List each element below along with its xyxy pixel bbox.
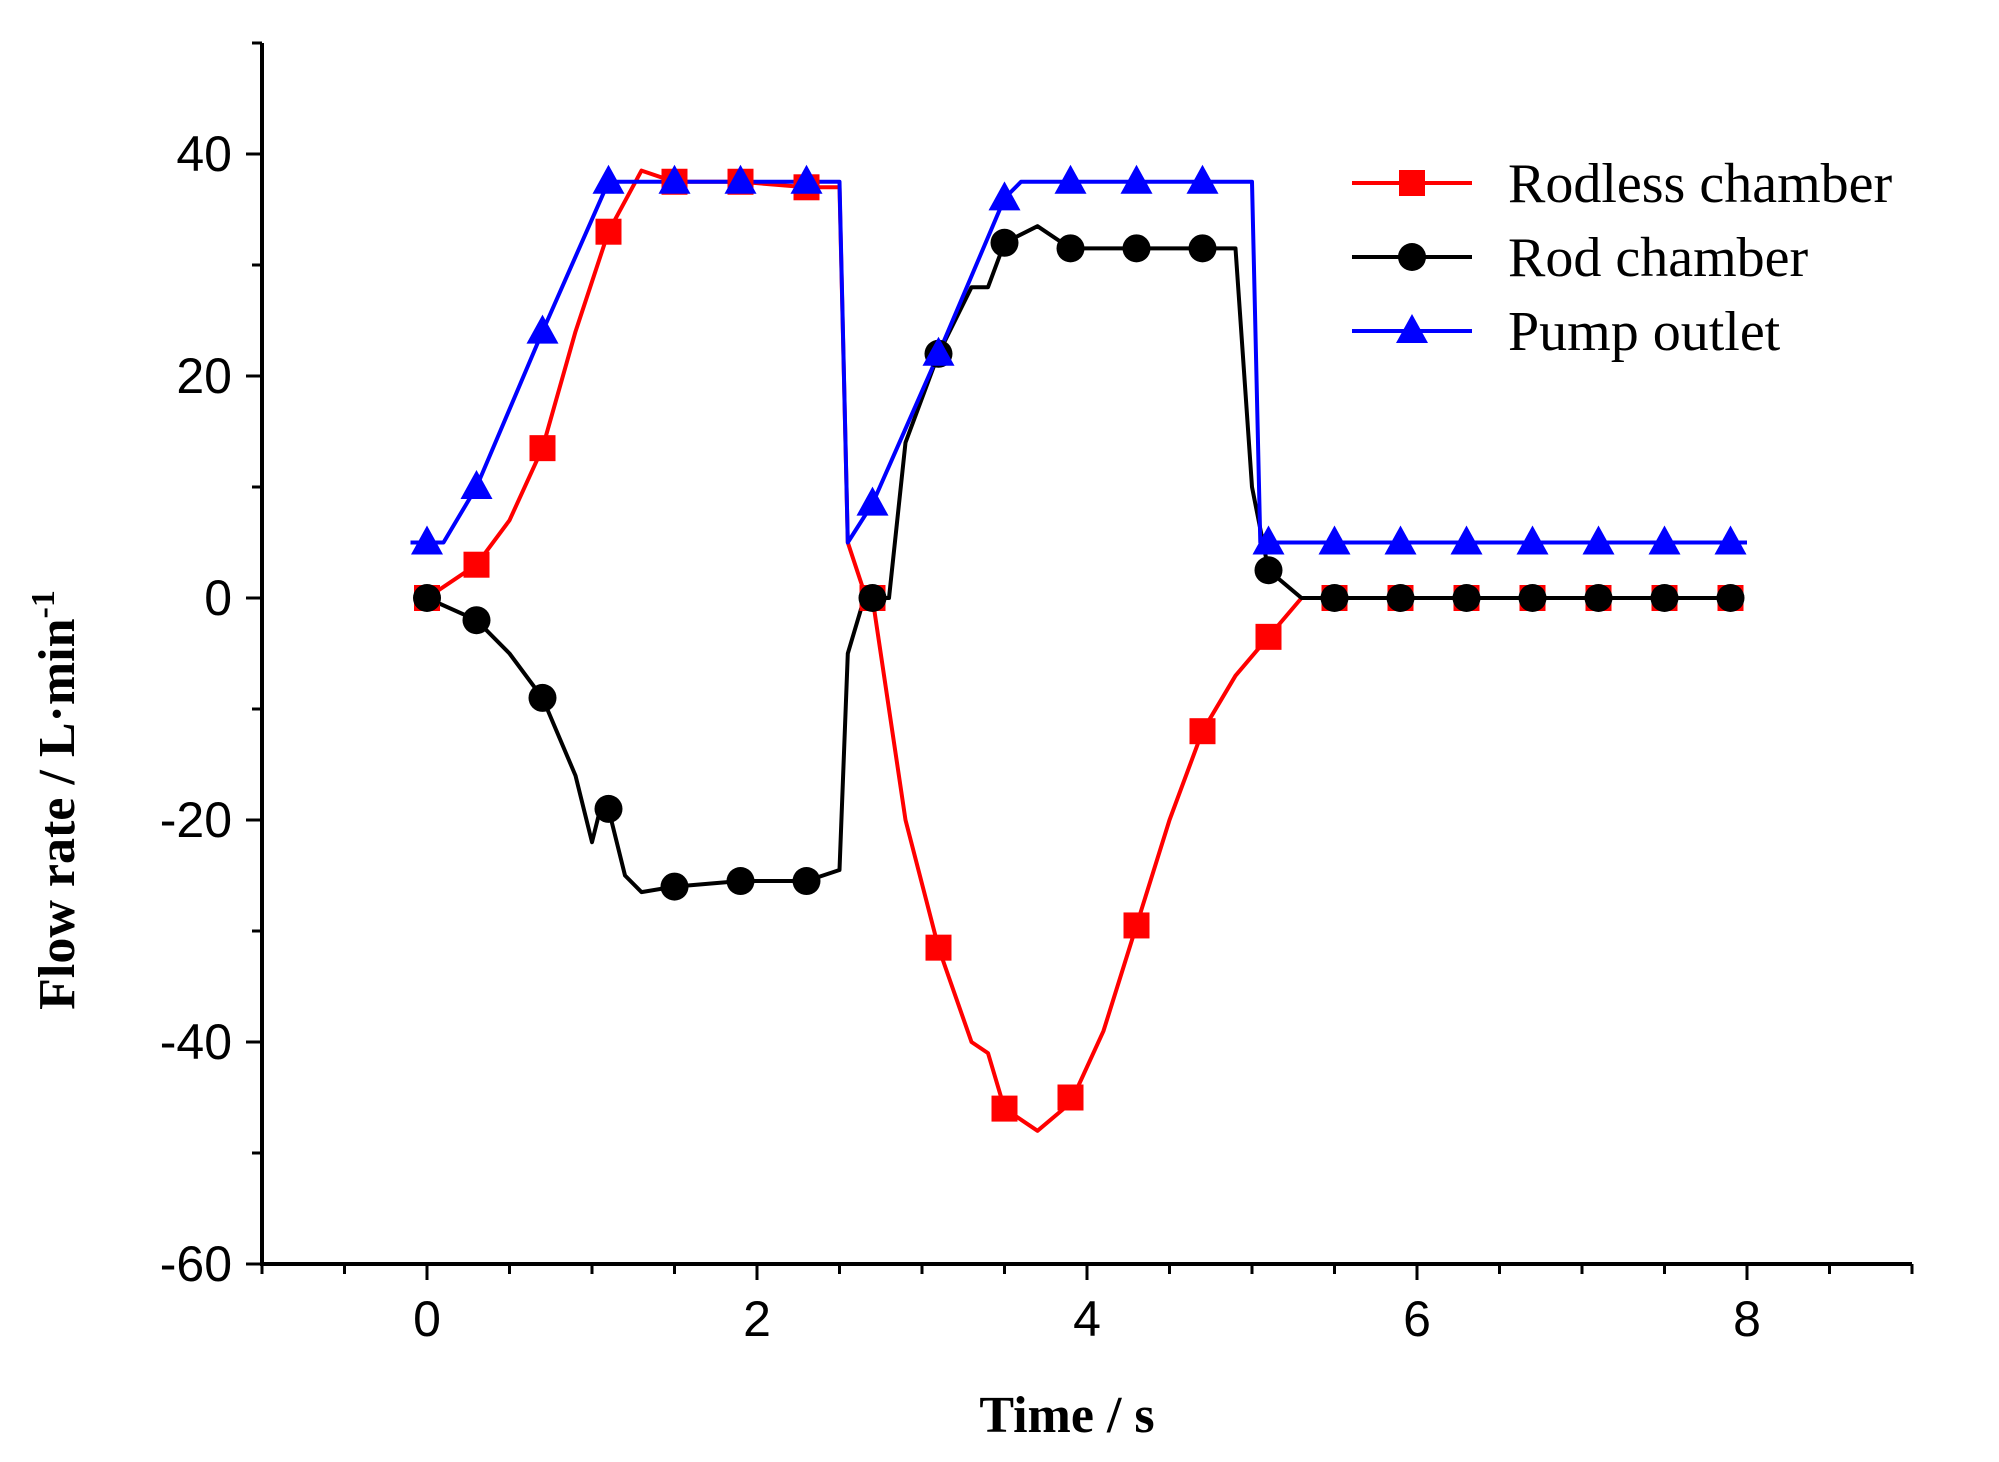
- pump-outlet-marker: [922, 336, 955, 366]
- rod-chamber-marker: [1188, 234, 1217, 263]
- rod-chamber-marker: [528, 683, 557, 712]
- pump-outlet-marker: [592, 164, 625, 194]
- pump-outlet-marker: [1516, 525, 1549, 555]
- pump-outlet-marker: [1384, 525, 1417, 555]
- y-axis-title-superscript: -1: [25, 590, 62, 618]
- rod-chamber-marker: [1716, 584, 1745, 612]
- y-tick-label: 20: [176, 348, 232, 404]
- rod-chamber-marker: [1254, 556, 1283, 585]
- y-tick-label: -20: [160, 792, 232, 848]
- rod-chamber-marker: [858, 584, 887, 612]
- rod-chamber-marker: [726, 867, 755, 896]
- pump-outlet-marker: [1252, 525, 1285, 555]
- legend-rodless-chamber-label: Rodless chamber: [1508, 153, 1892, 215]
- rod-chamber-marker: [990, 228, 1019, 257]
- pump-outlet-marker: [790, 164, 823, 194]
- rodless-chamber-marker: [595, 218, 622, 245]
- x-tick-label: 2: [743, 1291, 771, 1347]
- pump-outlet-marker: [411, 525, 443, 555]
- y-tick-label: 40: [176, 126, 232, 182]
- rodless-chamber-marker: [1255, 623, 1282, 650]
- rod-chamber-marker: [792, 867, 821, 896]
- pump-outlet-marker: [1318, 525, 1351, 555]
- pump-outlet-marker: [526, 314, 559, 344]
- y-tick-label: -40: [160, 1014, 232, 1070]
- axes: 0 2 4 6 8 -60 -40 -20 0 20 40: [160, 41, 1914, 1347]
- rod-chamber-marker: [1320, 584, 1349, 612]
- pump-outlet-marker: [1450, 525, 1483, 555]
- rod-chamber-marker: [1386, 584, 1415, 612]
- y-axis-title-group: Flow rate / L·min-1: [25, 590, 86, 1010]
- pump-outlet-marker: [724, 164, 757, 194]
- rod-chamber-marker: [462, 606, 491, 635]
- pump-outlet-marker: [1120, 164, 1153, 194]
- legend-pump-outlet-marker: [1396, 314, 1428, 343]
- pump-outlet-marker: [988, 181, 1021, 211]
- pump-outlet-marker: [856, 486, 889, 516]
- x-axis-title: Time / s: [979, 1387, 1154, 1444]
- legend-pump-outlet-label: Pump outlet: [1508, 301, 1781, 363]
- series-markers: [411, 164, 1747, 1122]
- rod-chamber-marker: [1056, 234, 1085, 263]
- rodless-chamber-marker: [1057, 1084, 1084, 1111]
- pump-outlet-marker: [1582, 525, 1615, 555]
- rod-chamber-marker: [1122, 234, 1151, 263]
- rod-chamber-marker: [1584, 584, 1613, 612]
- x-tick-label: 6: [1403, 1291, 1431, 1347]
- x-tick-label: 8: [1733, 1291, 1761, 1347]
- legend-rod-chamber-label: Rod chamber: [1508, 227, 1808, 289]
- legend-rod-chamber-marker: [1398, 243, 1426, 271]
- rodless-chamber-marker: [1189, 718, 1216, 745]
- rod-chamber-marker: [594, 794, 623, 823]
- y-axis-title: Flow rate / L·min-1: [25, 590, 86, 1010]
- rod-chamber-marker: [1518, 584, 1547, 612]
- rod-chamber-marker: [660, 872, 689, 901]
- legend: Rodless chamber Rod chamber Pump outlet: [1352, 153, 1892, 363]
- rodless-chamber-marker: [991, 1095, 1018, 1122]
- rod-chamber-marker: [1650, 584, 1679, 612]
- pump-outlet-marker: [658, 164, 691, 194]
- pump-outlet-marker: [1648, 525, 1681, 555]
- x-tick-label: 0: [413, 1291, 441, 1347]
- rod-chamber-marker: [413, 584, 441, 612]
- rodless-chamber-marker: [529, 435, 556, 462]
- pump-outlet-marker: [460, 470, 493, 499]
- y-tick-label: 0: [204, 570, 232, 626]
- pump-outlet-marker: [1714, 525, 1747, 555]
- pump-outlet-line: [410, 179, 1747, 545]
- rodless-chamber-marker: [463, 551, 490, 578]
- rod-chamber-marker: [1452, 584, 1481, 612]
- rodless-chamber-marker: [1123, 912, 1150, 939]
- pump-outlet-marker: [1186, 164, 1219, 194]
- pump-outlet-marker: [1054, 164, 1087, 194]
- y-axis-title-main: Flow rate / L·min: [29, 618, 86, 1009]
- legend-rodless-chamber-marker: [1399, 170, 1425, 196]
- rodless-chamber-marker: [925, 934, 952, 961]
- y-tick-label: -60: [160, 1236, 232, 1292]
- x-tick-label: 4: [1073, 1291, 1101, 1347]
